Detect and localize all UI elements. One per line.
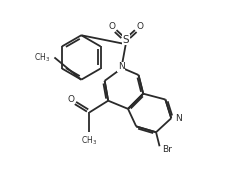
Text: O: O [136, 22, 143, 31]
Text: Br: Br [161, 145, 171, 154]
Text: CH$_3$: CH$_3$ [33, 51, 49, 64]
Text: CH$_3$: CH$_3$ [81, 134, 97, 147]
Text: N: N [117, 62, 124, 71]
Text: O: O [108, 22, 115, 31]
Text: O: O [67, 95, 74, 104]
Text: S: S [122, 35, 128, 45]
Text: N: N [174, 114, 181, 123]
